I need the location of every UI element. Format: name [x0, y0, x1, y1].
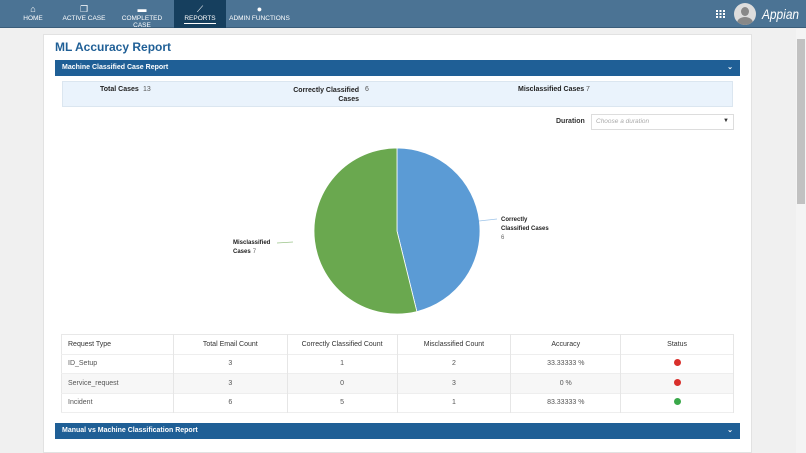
- status-cell: [620, 354, 734, 374]
- misclassified-cases-value: 7: [586, 86, 590, 93]
- chevron-down-icon[interactable]: ⌄: [727, 64, 733, 71]
- tab-completed-case[interactable]: ▬ COMPLETED CASE: [113, 0, 171, 29]
- table-cell: 2: [397, 354, 512, 374]
- table-cell: 0 %: [510, 373, 622, 393]
- pie-chart: Correctly Classified Cases 6 Misclassified…: [233, 147, 549, 315]
- table-row: Incident 6 5 1 83.33333 %: [61, 393, 734, 413]
- total-cases-label: Total Cases: [100, 86, 139, 93]
- summary-box: [62, 81, 733, 107]
- caret-down-icon: ▼: [723, 118, 729, 124]
- table-cell: 3: [397, 373, 512, 393]
- status-cell: [620, 373, 734, 393]
- table-cell: 0: [287, 373, 398, 393]
- app-grid-icon[interactable]: [716, 10, 725, 18]
- status-cell: [620, 393, 734, 413]
- duration-select[interactable]: Choose a duration ▼: [591, 114, 734, 130]
- column-header: Total Email Count: [173, 334, 288, 354]
- misclassified-cases-label: Misclassified Cases: [518, 86, 585, 93]
- column-header: Request Type: [61, 334, 174, 354]
- table-cell: 3: [173, 373, 288, 393]
- table-cell: 3: [173, 354, 288, 374]
- copy-icon: ❐: [79, 4, 89, 14]
- scrollbar-thumb[interactable]: [797, 39, 805, 204]
- duration-label: Duration: [556, 118, 585, 125]
- table-cell: 1: [287, 354, 398, 374]
- appian-logo: Appian: [762, 6, 800, 22]
- accuracy-table: Request Type Total Email Count Correctly C…: [61, 334, 734, 413]
- table-row: Service_request 3 0 3 0 %: [61, 373, 734, 393]
- correct-label-1: Correctly: [501, 217, 528, 223]
- scrollbar[interactable]: [796, 29, 806, 453]
- home-icon: ⌂: [30, 4, 36, 14]
- correct-label-2: Classified Cases: [501, 226, 549, 232]
- column-header: Correctly Classified Count: [287, 334, 398, 354]
- user-icon: ●: [256, 4, 263, 14]
- mis-label-2: Cases: [233, 249, 251, 255]
- table-cell: ID_Setup: [61, 354, 174, 374]
- mis-label-1: Misclassified: [233, 240, 271, 246]
- briefcase-icon: ▬: [137, 4, 147, 14]
- page-title: ML Accuracy Report: [55, 40, 172, 54]
- correct-cases-value: 6: [365, 86, 369, 93]
- tab-reports[interactable]: ⟋ REPORTS: [174, 0, 226, 28]
- chart-icon: ⟋: [196, 4, 204, 14]
- sad-face-icon: [673, 378, 681, 386]
- tab-admin-functions[interactable]: ● ADMIN FUNCTIONS: [229, 4, 290, 22]
- mis-slice-value: 7: [253, 249, 257, 255]
- table-cell: 33.33333 %: [510, 354, 622, 374]
- correct-leader-line: [478, 218, 498, 222]
- sad-face-icon: [673, 359, 681, 367]
- column-header: Misclassified Count: [397, 334, 512, 354]
- table-cell: 1: [397, 393, 512, 413]
- pie-slice-misclassified[interactable]: [313, 147, 418, 315]
- top-nav: ⌂ HOME ❐ ACTIVE CASE ▬ COMPLETED CASE ⟋ REPO…: [0, 0, 806, 29]
- table-cell: Service_request: [61, 373, 174, 393]
- section-header-manual-vs-machine[interactable]: Manual vs Machine Classification Report ⌄: [55, 423, 740, 439]
- correct-cases-label: Correctly Classified Cases: [293, 87, 359, 103]
- mis-slice-label: Misclassified Cases 7: [233, 240, 271, 255]
- table-row: ID_Setup 3 1 2 33.33333 %: [61, 354, 734, 374]
- happy-face-icon: [673, 398, 681, 406]
- table-cell: 6: [173, 393, 288, 413]
- chevron-down-icon[interactable]: ⌄: [727, 427, 733, 434]
- correct-slice-label: Correctly Classified Cases 6: [501, 217, 549, 241]
- section-header-machine[interactable]: Machine Classified Case Report ⌄: [55, 60, 740, 76]
- table-cell: 83.33333 %: [510, 393, 622, 413]
- correct-slice-value: 6: [501, 235, 505, 241]
- table-cell: Incident: [61, 393, 174, 413]
- table-cell: 5: [287, 393, 398, 413]
- mis-leader-line: [276, 241, 294, 244]
- total-cases-value: 13: [143, 86, 151, 93]
- column-header: Accuracy: [510, 334, 622, 354]
- column-header: Status: [620, 334, 734, 354]
- tab-active-case[interactable]: ❐ ACTIVE CASE: [62, 4, 106, 22]
- avatar[interactable]: [734, 3, 756, 25]
- tab-home[interactable]: ⌂ HOME: [18, 0, 48, 28]
